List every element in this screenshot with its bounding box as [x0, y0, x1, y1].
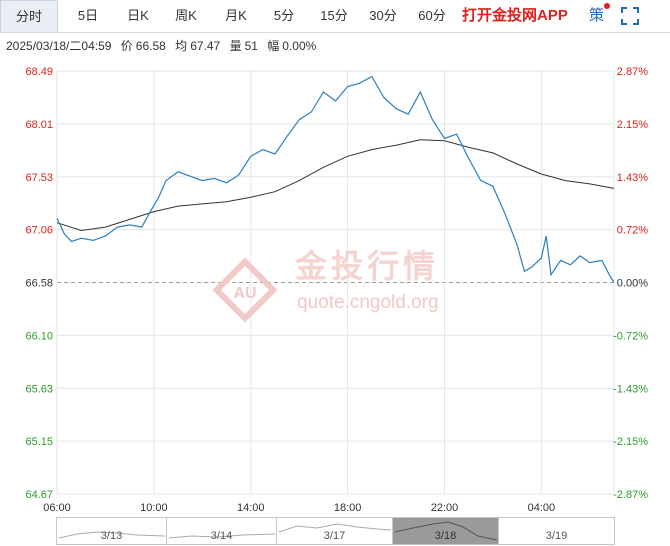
- tab-daily-k[interactable]: 日K: [127, 8, 149, 23]
- percent-tick-label: 0.00%: [617, 278, 648, 290]
- tab-monthly-k[interactable]: 月K: [225, 8, 247, 23]
- avg-value: 67.47: [190, 39, 221, 53]
- x-axis-time-labels: 06:00 10:00 14:00 18:00 22:00 04:00: [43, 502, 555, 514]
- time-tick-label: 14:00: [237, 502, 265, 514]
- percent-tick-label: -0.72%: [613, 330, 648, 342]
- average-price-line: [56, 139, 615, 232]
- percent-tick-label: 1.43%: [617, 172, 648, 184]
- time-tick-label: 06:00: [43, 502, 71, 514]
- watermark-brand: 金投行情: [294, 248, 439, 284]
- price-tick-label: 65.15: [25, 436, 53, 448]
- navigator-day-3-18[interactable]: 3/18: [393, 518, 499, 544]
- percent-tick-label: -1.43%: [613, 383, 648, 395]
- tab-60-min[interactable]: 60分: [418, 8, 446, 23]
- strategy-button[interactable]: 策: [589, 7, 605, 24]
- navigator-day-3-14[interactable]: 3/14: [167, 518, 277, 544]
- open-app-link[interactable]: 打开金投网APP: [462, 7, 568, 24]
- tab-15-min[interactable]: 15分: [320, 8, 348, 23]
- navigator-day-3-13[interactable]: 3/13: [57, 518, 167, 544]
- tab-5-day[interactable]: 5日: [77, 8, 99, 23]
- time-tick-label: 18:00: [334, 502, 362, 514]
- amplitude-value: 0.00%: [282, 39, 317, 53]
- watermark-url: quote.cngold.org: [297, 292, 439, 313]
- fullscreen-icon[interactable]: [620, 6, 640, 26]
- price-tick-label: 66.58: [25, 278, 53, 290]
- watermark-logo-icon: [212, 257, 278, 323]
- timeframe-tab-bar: 分时 5日 日K 周K 月K 5分 15分 30分 60分 打开金投网APP 策: [0, 0, 670, 33]
- navigator-day-3-17[interactable]: 3/17: [277, 518, 393, 544]
- price-tick-label: 66.10: [25, 330, 53, 342]
- navigator-day-3-19[interactable]: 3/19: [545, 530, 568, 542]
- price-tick-label: 68.49: [25, 66, 53, 78]
- percent-tick-label: -2.87%: [613, 489, 648, 501]
- price-label: 价: [120, 39, 133, 53]
- avg-label: 均: [175, 39, 188, 53]
- price-tick-label: 64.67: [25, 489, 53, 501]
- date-navigator: 3/13 3/14 3/17 3/18 3/19: [56, 517, 615, 545]
- price-tick-label: 65.63: [25, 383, 53, 395]
- price-tick-label: 68.01: [25, 119, 53, 131]
- tab-5-min[interactable]: 5分: [273, 8, 295, 23]
- price-line: [56, 75, 615, 283]
- quote-info-bar: 2025/03/18/二04:59 价 66.58 均 67.47 量 51 幅 0.0…: [6, 37, 322, 54]
- notification-dot: [604, 3, 610, 9]
- volume-value: 51: [244, 39, 258, 53]
- price-value: 66.58: [135, 39, 166, 53]
- time-tick-label: 22:00: [431, 502, 459, 514]
- y-axis-percent-labels: 2.87% 2.15% 1.43% 0.72% 0.00% -0.72% -1.43% -2.…: [613, 66, 648, 501]
- time-tick-label: 04:00: [528, 502, 556, 514]
- percent-tick-label: 0.72%: [617, 225, 648, 237]
- percent-tick-label: -2.15%: [613, 436, 648, 448]
- watermark-badge: AU: [233, 285, 256, 302]
- y-axis-price-labels: 68.49 68.01 67.53 67.06 66.58 66.10 65.63 65.15…: [25, 66, 53, 501]
- percent-tick-label: 2.15%: [617, 119, 648, 131]
- price-tick-label: 67.06: [25, 225, 53, 237]
- tab-weekly-k[interactable]: 周K: [175, 8, 197, 23]
- watermark: AU 金投行情 quote.cngold.org: [212, 248, 439, 323]
- tab-30-min[interactable]: 30分: [369, 8, 397, 23]
- intraday-chart: AU 金投行情 quote.cngold.org 68.49 68.01 67.53…: [25, 66, 648, 514]
- volume-label: 量: [229, 39, 242, 53]
- percent-tick-label: 2.87%: [617, 66, 648, 78]
- price-tick-label: 67.53: [25, 172, 53, 184]
- amplitude-label: 幅: [267, 39, 280, 53]
- tab-intraday[interactable]: 分时: [0, 0, 58, 32]
- quote-datetime: 2025/03/18/二04:59: [6, 39, 112, 53]
- time-tick-label: 10:00: [140, 502, 168, 514]
